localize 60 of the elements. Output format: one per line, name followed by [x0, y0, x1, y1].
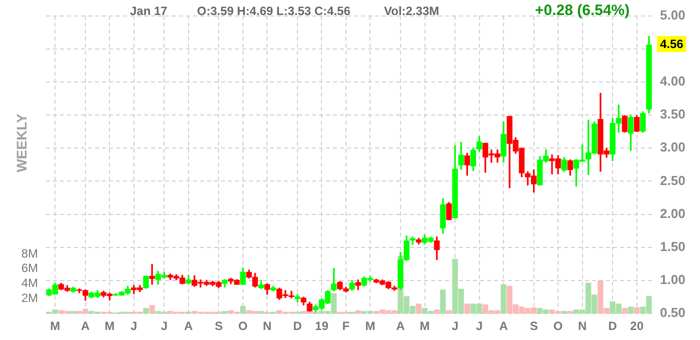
annotation: Jan 17	[130, 4, 168, 18]
y2-tick-label: 2M	[21, 291, 38, 306]
annotation: O:3.59 H:4.69 L:3.53 C:4.56	[197, 4, 350, 18]
y-tick-label: 2.50	[660, 172, 686, 188]
x-tick-label: S	[214, 319, 223, 334]
y-tick-label: 1.00	[660, 272, 686, 288]
y-tick-label: 4.00	[660, 74, 686, 89]
bar	[628, 306, 634, 314]
x-tick-label: A	[499, 319, 508, 334]
x-tick-label: J	[476, 319, 483, 334]
x-tick-label: J	[452, 319, 458, 334]
x-tick-label: N	[578, 319, 587, 334]
text: WEEKLY	[13, 114, 30, 172]
x-tick-label: A	[184, 319, 194, 334]
x-tick-label: N	[262, 319, 272, 334]
x-tick-label: M	[365, 319, 376, 334]
y-tick-label: 3.00	[660, 140, 686, 155]
bar	[240, 306, 246, 314]
x-tick-label: O	[238, 319, 248, 334]
y-tick-label: 5.00	[660, 7, 686, 22]
bar	[416, 304, 422, 314]
y2-tick-label: 8M	[21, 246, 38, 260]
x-tick-label: 19	[315, 319, 329, 334]
bar	[567, 311, 574, 314]
x-tick-label: D	[608, 319, 618, 334]
x-tick-label: J	[130, 319, 138, 334]
bar	[440, 289, 446, 314]
y-tick-label: 3.50	[660, 106, 686, 122]
y2-tick-label: 4M	[21, 276, 38, 290]
x-tick-label: F	[342, 319, 350, 334]
x-tick-label: O	[553, 319, 563, 334]
bar	[622, 308, 628, 314]
x-tick-label: M	[50, 319, 60, 334]
x-tick-label: M	[420, 319, 430, 334]
bar	[446, 310, 452, 314]
y2-tick-label: 6M	[21, 261, 38, 276]
x-tick-label: A	[396, 319, 406, 334]
bar	[434, 310, 440, 314]
annotation: +0.28 (6.54%)	[535, 2, 630, 19]
x-tick-label: M	[104, 319, 115, 334]
y-tick-label: 1.50	[660, 239, 686, 254]
y-tick-label: 0.50	[660, 305, 686, 320]
bar	[561, 311, 567, 314]
y-tick-label: 2.00	[660, 206, 686, 221]
bar	[464, 304, 470, 314]
x-tick-label: J	[160, 319, 168, 334]
text: 4.56	[657, 36, 686, 52]
bar	[634, 307, 640, 314]
annotation: Vol:2.33M	[384, 4, 440, 18]
x-tick-label: D	[293, 319, 302, 334]
x-tick-label: S	[530, 319, 538, 334]
candlestick	[149, 264, 155, 285]
bar	[149, 305, 155, 314]
bar	[258, 311, 264, 314]
bar	[222, 311, 228, 314]
x-tick-label: A	[81, 319, 90, 334]
x-tick-label: 20	[630, 319, 644, 334]
bar	[70, 311, 76, 314]
bar	[500, 284, 506, 314]
bar	[143, 308, 149, 314]
